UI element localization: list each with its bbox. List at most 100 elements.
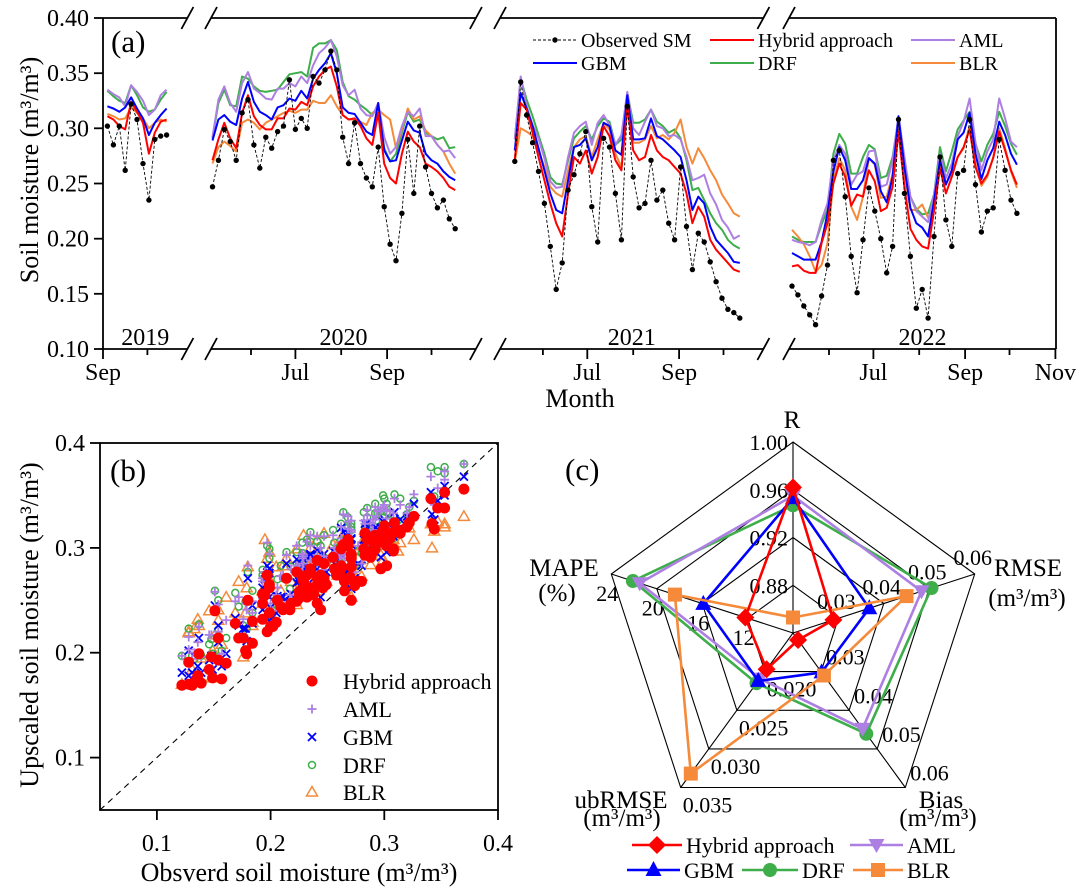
observed-point — [559, 260, 565, 266]
radar-point-aml-MAPE — [631, 577, 648, 592]
legend-item-observed: Observed SM — [533, 30, 692, 52]
scatter-point-hybrid — [426, 518, 438, 530]
observed-point — [577, 151, 583, 157]
observed-point — [731, 309, 737, 316]
observed-point — [824, 262, 831, 268]
scatter-point-hybrid — [237, 632, 249, 644]
scatter-point-hybrid — [257, 597, 269, 609]
series-line-observed — [212, 49, 456, 261]
axis-break-mark — [756, 6, 771, 30]
radar-series-hybrid — [736, 478, 843, 679]
observed-point — [677, 164, 684, 170]
observed-point — [648, 157, 654, 163]
observed-point — [440, 197, 447, 203]
observed-point — [1002, 167, 1008, 173]
panel-b-y-axis-title: Upscaled soil moisture (m³/m³) — [15, 462, 44, 787]
scatter-point-hybrid — [263, 579, 275, 591]
y-tick-label: 0.25 — [47, 172, 89, 198]
radar-axis-title-MAPE: MAPE — [529, 555, 598, 582]
observed-point — [128, 101, 134, 107]
observed-point — [345, 160, 352, 167]
panel-b-label: (b) — [110, 453, 146, 488]
radar-point-hybrid-ubRMSE — [757, 660, 776, 679]
scatter-point-aml — [346, 525, 356, 535]
radar-point-blr-R — [786, 610, 800, 625]
x-tick-label: Jul — [573, 360, 601, 386]
legend-item-aml: AML — [911, 30, 1003, 52]
observed-point — [239, 110, 245, 116]
scatter-point-hybrid — [284, 604, 296, 616]
observed-point — [227, 138, 233, 145]
observed-point — [316, 80, 322, 86]
series-line-observed — [514, 81, 741, 319]
radar-axis-title-Bias: Bias — [919, 787, 963, 814]
observed-point — [215, 157, 222, 163]
observed-point — [393, 258, 399, 264]
x-tick-label: Sep — [85, 360, 121, 386]
panel-a-x-axis-title: Month — [545, 384, 614, 413]
radar-axis-unit-MAPE: (%) — [538, 580, 575, 607]
x-tick-label: 0.1 — [142, 831, 172, 857]
legend-item-hybrid: Hybrid approach — [306, 669, 491, 694]
radar-point-blr-Bias — [816, 668, 831, 683]
scatter-point-drf — [248, 586, 257, 596]
observed-point — [274, 128, 281, 135]
observed-point — [541, 200, 548, 207]
observed-point — [955, 170, 961, 177]
observed-point — [523, 112, 530, 118]
panel-b-x-axis-title: Obsverd soil moisture (m³/m³) — [141, 858, 458, 887]
scatter-point-hybrid — [458, 483, 470, 495]
observed-point — [854, 290, 860, 296]
x-tick-label: Sep — [369, 360, 405, 386]
scatter-point-gbm — [459, 471, 469, 482]
observed-point — [209, 184, 216, 190]
observed-point — [636, 205, 642, 211]
legend-marker-hybrid — [648, 836, 666, 854]
observed-point — [642, 200, 648, 207]
observed-point — [901, 190, 908, 197]
scatter-point-gbm — [194, 633, 204, 643]
axis-break-mark — [469, 337, 483, 361]
legend-item-blr: BLR — [853, 858, 950, 883]
scatter-point-aml — [433, 483, 443, 493]
scatter-point-aml — [210, 587, 220, 597]
observed-point — [340, 134, 346, 140]
y-tick-label: 0.20 — [47, 227, 89, 253]
observed-point — [683, 223, 690, 230]
radar-tick-label: 1.00 — [750, 430, 789, 455]
scatter-point-hybrid — [176, 679, 188, 691]
legend-item-drf: DRF — [307, 753, 386, 778]
legend-label: DRF — [758, 53, 797, 75]
scatter-point-drf — [426, 462, 436, 472]
observed-point — [707, 259, 713, 265]
scatter-point-hybrid — [293, 586, 305, 598]
scatter-point-gbm — [243, 573, 253, 583]
observed-point — [807, 312, 813, 318]
observed-point — [606, 144, 613, 150]
legend-label: DRF — [802, 858, 845, 883]
radar-point-aml-RMSE — [913, 585, 930, 600]
scatter-point-hybrid — [193, 648, 205, 660]
observed-point — [110, 142, 117, 148]
scatter-point-aml — [370, 502, 380, 512]
observed-point — [310, 73, 316, 80]
observed-point — [931, 233, 937, 240]
scatter-point-aml — [305, 541, 315, 551]
series-line-blr — [211, 94, 457, 175]
observed-point — [666, 220, 672, 226]
legend-item-blr: BLR — [911, 53, 999, 75]
radar-axis-unit-Bias: (m³/m³) — [899, 805, 976, 832]
legend-marker-blr — [871, 863, 885, 877]
scatter-point-hybrid — [281, 572, 292, 584]
scatter-point-gbm — [389, 507, 400, 517]
panel-a-time-series: 2019 2020 2021 2022 0.10 0.15 0.20 0.25 0.30 0.35… — [15, 6, 1076, 413]
radar-spoke-ubRMSE — [680, 632, 794, 788]
observed-point — [369, 184, 375, 190]
observed-point — [381, 204, 387, 210]
panel-c-axis-labels: 0.880.920.961.000.030.040.050.060.030.04… — [529, 407, 1065, 832]
observed-point — [334, 67, 340, 73]
observed-point — [600, 135, 607, 141]
observed-point — [836, 147, 842, 154]
scatter-point-aml — [409, 489, 419, 499]
